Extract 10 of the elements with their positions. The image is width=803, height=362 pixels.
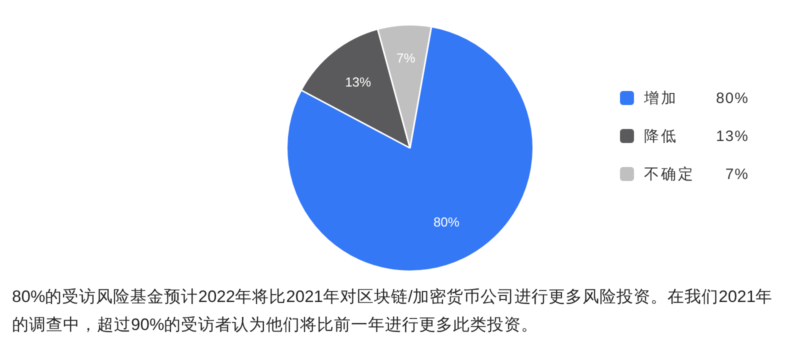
legend-label: 降低 xyxy=(644,126,679,146)
data-label: 80% xyxy=(433,214,460,230)
data-label: 7% xyxy=(396,50,416,66)
legend-label: 不确定 xyxy=(644,164,696,184)
text: 80% xyxy=(716,90,749,106)
legend-label: 增加 xyxy=(644,88,679,108)
text: 80%的受访风险基金预计2022年将比2021年对区块链/加密货币公司进行更多风险投资。在我们2021年的调查中，超过90%的受访者认为他们将比前一年进行更多此类投资。 xyxy=(12,286,774,336)
text: 7% xyxy=(725,166,749,182)
text: 13% xyxy=(716,128,749,144)
data-label: 13% xyxy=(345,74,372,90)
